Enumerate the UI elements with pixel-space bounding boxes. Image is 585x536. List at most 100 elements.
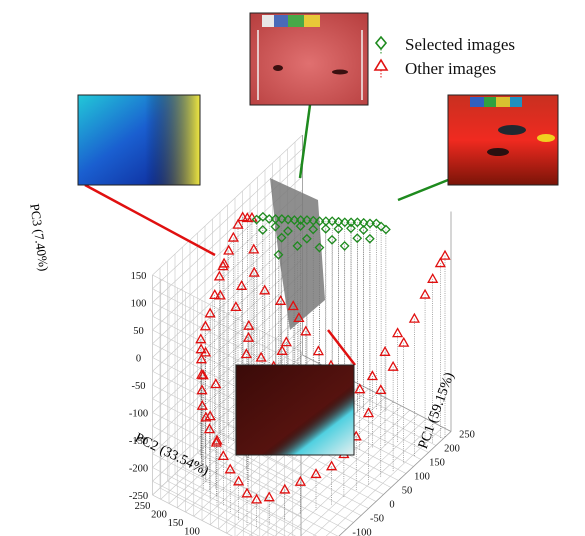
pc1-tick-label: 250 bbox=[459, 430, 475, 441]
other-image-point bbox=[213, 270, 226, 281]
selected-image-point bbox=[320, 223, 331, 234]
connector-top-center bbox=[298, 104, 312, 179]
pc1-tick-label: 50 bbox=[402, 486, 413, 497]
selected-image-point bbox=[292, 240, 303, 251]
grid-line bbox=[152, 258, 303, 399]
pc3-tick-label: -50 bbox=[132, 381, 146, 392]
other-image-point bbox=[419, 288, 431, 299]
other-image-point bbox=[196, 399, 208, 410]
inset-image-top-center bbox=[249, 12, 369, 106]
legend-item-other: Other images bbox=[373, 58, 496, 78]
grid-line bbox=[152, 425, 302, 504]
selected-image-point bbox=[376, 221, 387, 232]
selected-image-point bbox=[371, 218, 382, 229]
selected-image-point bbox=[301, 233, 312, 244]
other-image-point bbox=[203, 423, 216, 434]
pc3-tick-label: 150 bbox=[131, 271, 147, 282]
other-image-point bbox=[259, 284, 271, 295]
selected-image-point bbox=[327, 216, 338, 227]
other-image-point bbox=[248, 266, 260, 277]
pc3-tick-label: 0 bbox=[136, 354, 141, 365]
other-image-point bbox=[434, 257, 446, 268]
selected-image-point bbox=[346, 217, 357, 228]
selected-images-series bbox=[251, 211, 391, 260]
other-image-point bbox=[439, 249, 451, 260]
grid-line bbox=[152, 439, 302, 517]
other-image-point bbox=[255, 351, 267, 362]
other-image-point bbox=[195, 333, 207, 344]
axis-edge bbox=[338, 431, 452, 536]
other-image-point bbox=[276, 344, 288, 355]
grid-line bbox=[152, 274, 302, 352]
other-image-point bbox=[366, 370, 379, 381]
selected-image-point bbox=[308, 224, 319, 235]
selected-image-point bbox=[352, 217, 363, 228]
other-image-point bbox=[248, 243, 260, 254]
pc1-tick-label: 150 bbox=[429, 458, 445, 469]
selected-image-point bbox=[339, 240, 350, 251]
other-image-point bbox=[232, 475, 245, 486]
other-image-point bbox=[354, 383, 366, 394]
pc3-tick-label: -250 bbox=[129, 491, 148, 502]
grid-line bbox=[152, 272, 303, 413]
other-images-series bbox=[195, 211, 451, 504]
other-image-point bbox=[312, 345, 325, 356]
other-image-point bbox=[209, 289, 221, 300]
other-image-point bbox=[375, 384, 387, 395]
grid-line bbox=[152, 412, 302, 490]
selected-image-point bbox=[333, 223, 344, 234]
selected-image-point bbox=[270, 221, 281, 232]
pc1-tick-label: 100 bbox=[414, 472, 430, 483]
pc1-tick-label: 0 bbox=[389, 500, 394, 511]
pc3-tick-label: 50 bbox=[133, 326, 144, 337]
other-image-point bbox=[279, 483, 291, 494]
grid-line bbox=[152, 148, 303, 289]
other-image-point bbox=[235, 279, 248, 290]
grid-line bbox=[152, 494, 233, 536]
other-image-point bbox=[204, 307, 216, 318]
pc1-tick-label: 200 bbox=[444, 444, 460, 455]
other-image-point bbox=[241, 487, 253, 498]
pc1-tick-label: -100 bbox=[352, 528, 371, 536]
legend-label-other: Other images bbox=[405, 59, 496, 78]
other-image-point bbox=[293, 312, 305, 323]
grid-line bbox=[152, 244, 303, 386]
other-image-point bbox=[300, 325, 312, 336]
pc2-tick-label: 150 bbox=[168, 518, 184, 529]
pc2-tick-label: 250 bbox=[135, 501, 151, 512]
other-image-point bbox=[240, 348, 253, 359]
other-image-point bbox=[199, 320, 212, 331]
grid-line bbox=[325, 427, 443, 536]
grid-line bbox=[152, 299, 303, 441]
other-image-point bbox=[362, 407, 375, 418]
grid-line bbox=[152, 467, 287, 536]
other-image-point bbox=[204, 410, 216, 421]
selected-image-point bbox=[339, 217, 350, 228]
other-image-point bbox=[263, 491, 275, 502]
selected-image-point bbox=[327, 234, 337, 245]
connector-bottom bbox=[327, 329, 356, 366]
selected-image-point bbox=[289, 215, 300, 226]
inset-image-bottom bbox=[235, 364, 355, 456]
selected-image-point bbox=[276, 214, 287, 224]
selected-image-point bbox=[257, 225, 268, 235]
other-image-point bbox=[230, 301, 242, 312]
legend-diamond-marker bbox=[374, 35, 388, 51]
other-image-point bbox=[310, 468, 322, 479]
other-image-point bbox=[387, 360, 399, 371]
selected-image-point bbox=[273, 249, 284, 260]
pc3-tick-label: -100 bbox=[129, 409, 148, 420]
selected-image-point bbox=[251, 214, 262, 225]
pc3-tick-label: -200 bbox=[129, 464, 148, 475]
selected-image-point bbox=[283, 214, 294, 225]
pc1-tick-label: -50 bbox=[370, 514, 384, 525]
other-image-point bbox=[210, 378, 222, 389]
other-image-point bbox=[195, 343, 207, 354]
other-image-point bbox=[197, 369, 209, 380]
selected-image-point bbox=[257, 211, 268, 222]
other-image-point bbox=[280, 336, 292, 347]
grid-line bbox=[152, 288, 302, 366]
pc3-tick-label: 100 bbox=[131, 299, 147, 310]
